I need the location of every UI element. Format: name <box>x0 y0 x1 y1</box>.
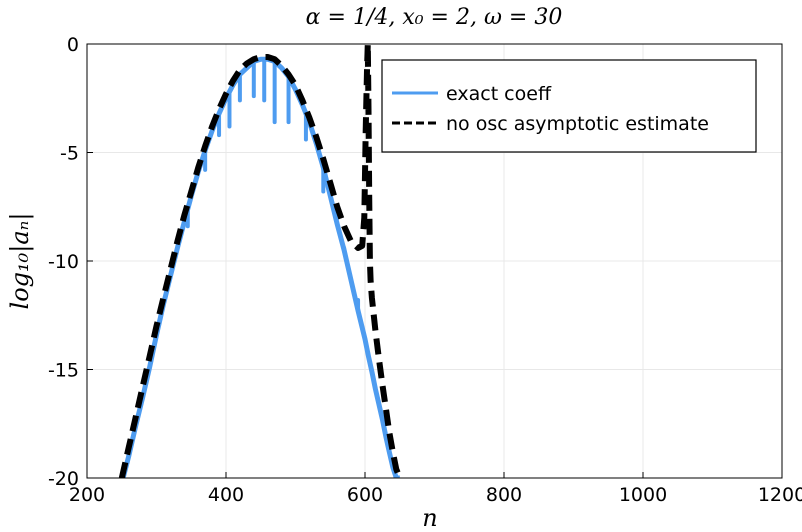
series-exact-coeff-line <box>120 56 400 478</box>
x-axis-ticks: 200 400 600 800 1000 1200 <box>69 472 802 506</box>
legend-label-exact-coeff: exact coeff <box>446 83 552 105</box>
series-asymptotic-estimate-line <box>118 44 403 478</box>
y-tick-label: 0 <box>67 34 79 56</box>
legend-label-asymptotic: no osc asymptotic estimate <box>446 113 709 135</box>
x-tick-label: 600 <box>347 484 383 506</box>
x-tick-label: 400 <box>208 484 244 506</box>
y-tick-label: -20 <box>48 468 79 490</box>
x-tick-label: 200 <box>69 484 105 506</box>
chart-title: α = 1/4, x₀ = 2, ω = 30 <box>306 5 563 30</box>
x-tick-label: 800 <box>486 484 522 506</box>
x-tick-label: 1200 <box>758 484 802 506</box>
series-layer <box>118 44 403 478</box>
x-axis-label: n <box>422 504 437 532</box>
y-tick-label: -10 <box>48 251 79 273</box>
legend-box <box>381 59 757 153</box>
x-tick-label: 1000 <box>619 484 667 506</box>
y-tick-label: -15 <box>48 360 79 382</box>
y-tick-label: -5 <box>60 143 79 165</box>
legend: exact coeff no osc asymptotic estimate <box>381 59 757 153</box>
y-axis-ticks: 0 -5 -10 -15 -20 <box>48 34 93 490</box>
y-axis-label: log₁₀|aₙ| <box>6 213 35 310</box>
